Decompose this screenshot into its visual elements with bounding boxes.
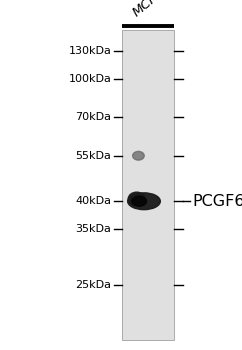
Bar: [122, 30, 174, 340]
Text: PCGF6: PCGF6: [192, 194, 242, 209]
Ellipse shape: [133, 151, 144, 160]
Text: 100kDa: 100kDa: [68, 74, 111, 84]
Text: 70kDa: 70kDa: [75, 112, 111, 122]
Ellipse shape: [132, 196, 146, 206]
Text: MCF7: MCF7: [130, 0, 166, 19]
Text: 35kDa: 35kDa: [76, 224, 111, 234]
Ellipse shape: [128, 193, 160, 210]
Text: 40kDa: 40kDa: [75, 196, 111, 206]
Text: 130kDa: 130kDa: [68, 46, 111, 56]
Text: 55kDa: 55kDa: [76, 151, 111, 161]
Text: 25kDa: 25kDa: [75, 280, 111, 290]
Ellipse shape: [128, 192, 145, 205]
